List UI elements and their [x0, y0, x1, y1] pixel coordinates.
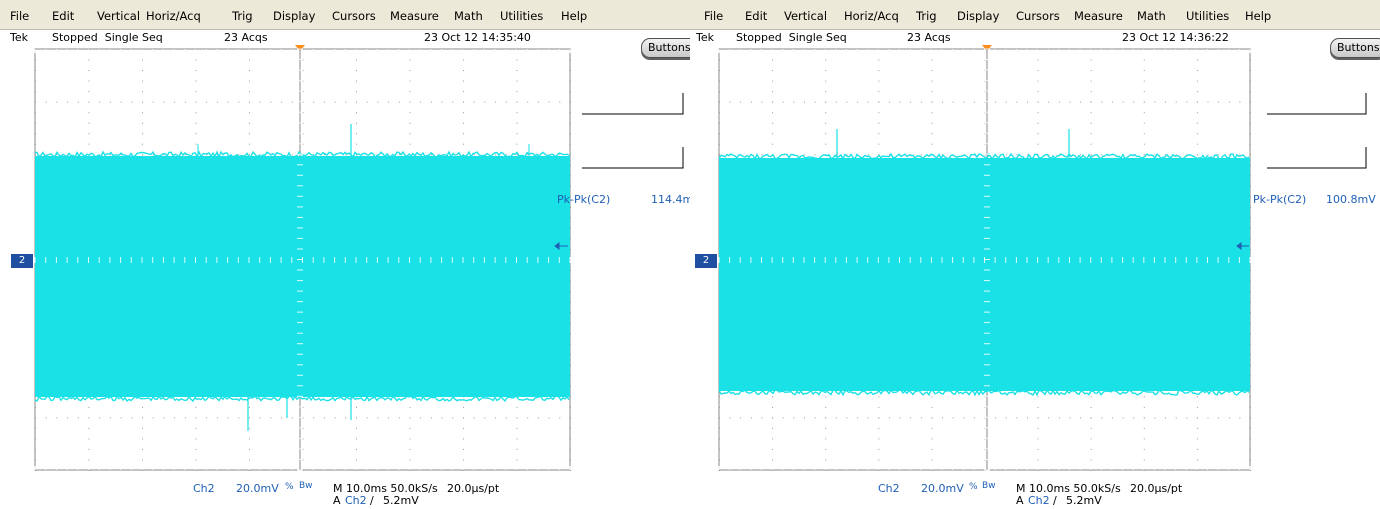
menu-math[interactable]: Math — [454, 9, 483, 23]
timebase-readout[interactable]: M 10.0ms 50.0kS/s — [333, 482, 438, 495]
menu-horiz-acq[interactable]: Horiz/Acq — [844, 9, 899, 23]
menu-file[interactable]: File — [704, 9, 724, 23]
menu-bar: File Edit Vertical Horiz/Acq Trig Displa… — [690, 0, 1380, 30]
trigger-position-marker — [295, 45, 305, 51]
menu-horiz-acq[interactable]: Horiz/Acq — [146, 9, 201, 23]
menu-math[interactable]: Math — [1137, 9, 1166, 23]
scope-window-left: File Edit Vertical Horiz/Acq Trig Displa… — [0, 0, 690, 509]
menu-cursors[interactable]: Cursors — [332, 9, 376, 23]
menu-edit[interactable]: Edit — [745, 9, 768, 23]
buttons-toggle[interactable]: Buttons — [1330, 38, 1380, 58]
scope-window-right: File Edit Vertical Horiz/Acq Trig Displa… — [690, 0, 1380, 509]
timestamp: 23 Oct 12 14:35:40 — [424, 31, 531, 44]
channel-2-ground-marker[interactable]: 2 — [11, 254, 33, 268]
vertical-scale[interactable]: 20.0mV — [921, 482, 964, 495]
menu-trig[interactable]: Trig — [232, 9, 253, 23]
brand-label: Tek — [696, 31, 714, 44]
menu-vertical[interactable]: Vertical — [784, 9, 828, 23]
measurement-label: Pk-Pk(C2) — [557, 193, 611, 206]
trigger-slope-icon: ∕ — [1053, 494, 1057, 507]
trigger-slope-icon: ∕ — [370, 494, 374, 507]
acquisition-state: Stopped Single Seq — [736, 31, 847, 44]
menu-display[interactable]: Display — [957, 9, 1000, 23]
bandwidth-limit-icon: Bw — [982, 481, 996, 491]
menu-file[interactable]: File — [10, 9, 30, 23]
channel-label[interactable]: Ch2 — [878, 482, 900, 495]
timebase-readout[interactable]: M 10.0ms 50.0kS/s — [1016, 482, 1121, 495]
menu-display[interactable]: Display — [273, 9, 316, 23]
trigger-prefix: A — [1016, 494, 1024, 507]
menu-vertical[interactable]: Vertical — [97, 9, 141, 23]
menu-cursors[interactable]: Cursors — [1016, 9, 1060, 23]
acquisition-state: Stopped Single Seq — [52, 31, 163, 44]
acquisition-count: 23 Acqs — [907, 31, 951, 44]
waveform-graticule — [34, 45, 684, 471]
measurement-value: 114.4mV — [651, 193, 690, 206]
menu-help[interactable]: Help — [561, 9, 588, 23]
channel-2-ground-marker[interactable]: 2 — [695, 254, 717, 268]
trigger-position-marker — [982, 45, 992, 51]
menu-help[interactable]: Help — [1245, 9, 1272, 23]
trigger-level[interactable]: 5.2mV — [383, 494, 419, 507]
waveform-trace — [34, 124, 570, 431]
trigger-source[interactable]: Ch2 — [1028, 494, 1050, 507]
measurement-value: 100.8mV — [1326, 193, 1376, 206]
buttons-toggle[interactable]: Buttons — [641, 38, 690, 58]
resolution-readout: 20.0µs/pt — [1130, 482, 1183, 495]
trigger-level[interactable]: 5.2mV — [1066, 494, 1102, 507]
timestamp: 23 Oct 12 14:36:22 — [1122, 31, 1229, 44]
bandwidth-limit-icon: Bw — [299, 481, 313, 491]
measurement-gates — [1267, 93, 1367, 169]
waveform-trace — [718, 129, 1250, 397]
coupling-icon: % — [969, 482, 978, 492]
menu-measure[interactable]: Measure — [1074, 9, 1123, 23]
trigger-source[interactable]: Ch2 — [345, 494, 367, 507]
coupling-icon: % — [285, 482, 294, 492]
brand-label: Tek — [10, 31, 28, 44]
acquisition-count: 23 Acqs — [224, 31, 268, 44]
vertical-scale[interactable]: 20.0mV — [236, 482, 279, 495]
resolution-readout: 20.0µs/pt — [447, 482, 500, 495]
menu-trig[interactable]: Trig — [916, 9, 937, 23]
channel-label[interactable]: Ch2 — [193, 482, 215, 495]
waveform-graticule — [718, 45, 1367, 471]
measurement-label: Pk-Pk(C2) — [1253, 193, 1307, 206]
menu-measure[interactable]: Measure — [390, 9, 439, 23]
trigger-prefix: A — [333, 494, 341, 507]
measurement-gates — [582, 93, 684, 169]
menu-utilities[interactable]: Utilities — [1186, 9, 1230, 23]
menu-edit[interactable]: Edit — [52, 9, 75, 23]
menu-utilities[interactable]: Utilities — [500, 9, 544, 23]
reference-arrow-icon — [554, 242, 568, 250]
menu-bar: File Edit Vertical Horiz/Acq Trig Displa… — [0, 0, 690, 30]
reference-arrow-icon — [1236, 242, 1249, 250]
